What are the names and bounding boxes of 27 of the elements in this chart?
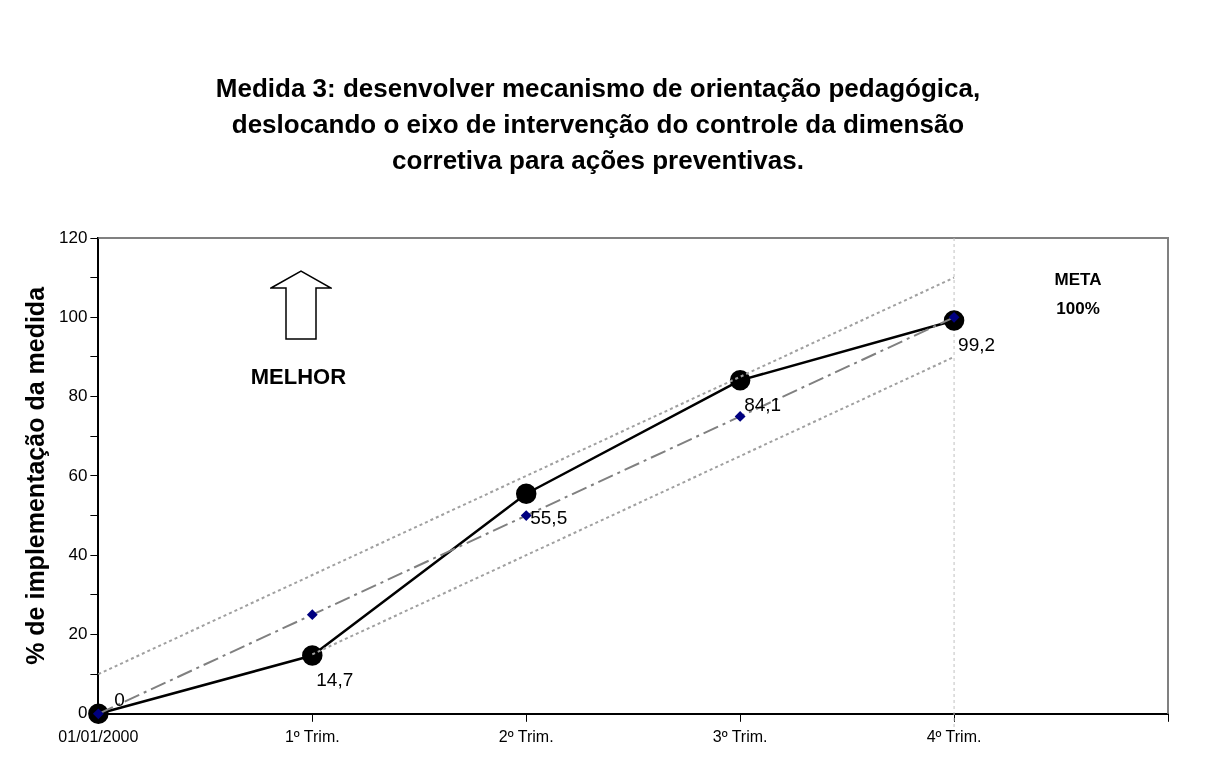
point bbox=[735, 411, 746, 422]
y-tick-label: 100 bbox=[58, 306, 88, 326]
chart-title: Medida 3: desenvolver mecanismo de orientação pedagógica, deslocando o eixo de intervenção do controle da dimensão corretiva para ações preventivas. bbox=[214, 72, 982, 177]
y-tick-label: 20 bbox=[68, 624, 88, 644]
annotation: MELHOR bbox=[250, 364, 347, 390]
data-label: 55,5 bbox=[530, 507, 568, 529]
y-tick-label: 40 bbox=[68, 544, 88, 564]
point bbox=[307, 609, 318, 620]
x-tick-label: 2º Trim. bbox=[498, 727, 554, 745]
point bbox=[302, 645, 323, 666]
data-label: 0 bbox=[114, 688, 125, 710]
x-tick-label: 01/01/2000 bbox=[58, 727, 139, 745]
y-tick-label: 0 bbox=[77, 703, 88, 723]
x-tick-label: 1º Trim. bbox=[284, 727, 340, 745]
point bbox=[515, 483, 537, 504]
point bbox=[521, 510, 532, 521]
data-label: 99,2 bbox=[958, 334, 996, 356]
y-axis-title: % de implementação da medida bbox=[20, 285, 49, 665]
data-label: 14,7 bbox=[316, 669, 354, 691]
y-tick-label: 80 bbox=[68, 386, 88, 406]
y-tick-label: 60 bbox=[68, 465, 88, 485]
point bbox=[729, 370, 751, 391]
data-label: 84,1 bbox=[744, 394, 782, 416]
annotation: META 100% bbox=[1054, 269, 1102, 318]
x-tick-label: 4º Trim. bbox=[926, 727, 982, 745]
x-tick-label: 3º Trim. bbox=[712, 727, 768, 745]
y-tick-label: 120 bbox=[58, 227, 88, 247]
